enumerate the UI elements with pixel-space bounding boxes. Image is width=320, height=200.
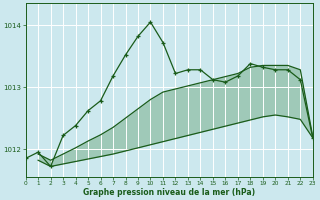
X-axis label: Graphe pression niveau de la mer (hPa): Graphe pression niveau de la mer (hPa) (83, 188, 255, 197)
